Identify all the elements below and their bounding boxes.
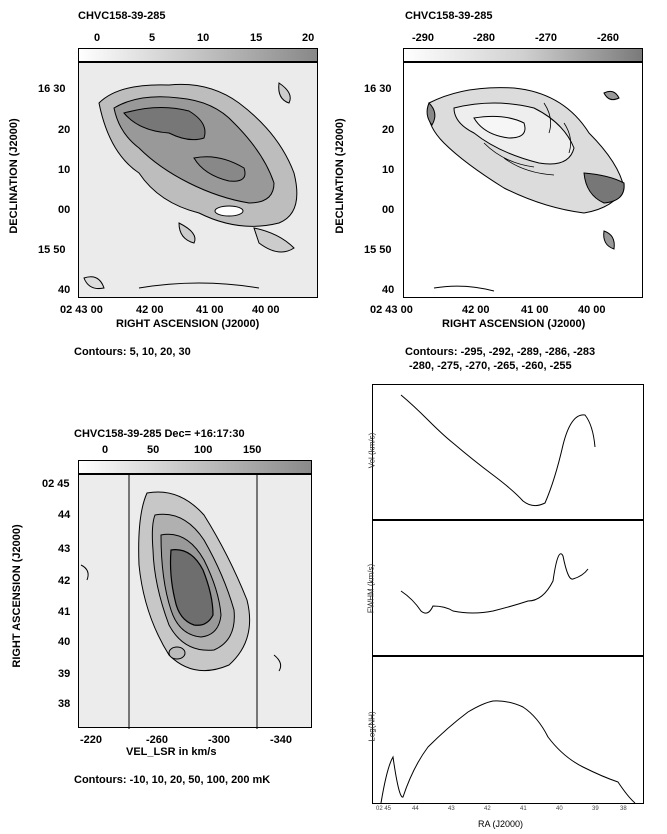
top-right-ylabel: DECLINATION (J2000)	[334, 118, 346, 234]
top-left-ytick: 10	[58, 164, 71, 176]
top-left-ylabel: DECLINATION (J2000)	[8, 118, 20, 234]
top-right-xtick: 42 00	[462, 304, 490, 316]
top-right-cbar-tick: -260	[597, 32, 620, 44]
ra-xtick: 02 45	[376, 806, 392, 812]
top-left-xtick: 41 00	[196, 304, 224, 316]
bottom-left-xtick: -340	[270, 734, 293, 746]
top-right-colorbar	[403, 48, 643, 62]
bottom-left-cbar-tick: 100	[194, 444, 213, 456]
bottom-left-ytick: 38	[58, 698, 71, 710]
bottom-left-colorbar	[78, 460, 312, 474]
bottom-left-contours: Contours: -10, 10, 20, 50, 100, 200 mK	[74, 774, 271, 786]
top-left-title: CHVC158-39-285	[78, 10, 166, 22]
bottom-left-cbar-tick: 50	[147, 444, 160, 456]
top-right-cbar-tick: -290	[412, 32, 435, 44]
bottom-left-xtick: -220	[80, 734, 103, 746]
top-right-map	[403, 62, 643, 298]
top-left-cbar-tick: 0	[94, 32, 101, 44]
top-right-cbar-tick: -280	[473, 32, 496, 44]
top-right-title: CHVC158-39-285	[405, 10, 493, 22]
top-left-cbar-tick: 20	[302, 32, 315, 44]
top-right-ytick: 40	[382, 284, 395, 296]
top-left-ytick: 15 50	[38, 244, 66, 256]
bottom-left-xtick: -260	[146, 734, 169, 746]
bottom-left-xtick: -300	[208, 734, 231, 746]
bottom-left-pv-diagram	[80, 475, 282, 729]
top-left-colorbar	[78, 48, 318, 62]
nh-profile-panel	[372, 656, 644, 804]
top-right-ytick: 15 50	[364, 244, 392, 256]
vel-profile-panel	[372, 384, 644, 520]
top-left-xtick: 02 43 00	[60, 304, 103, 316]
top-left-ytick: 16 30	[38, 83, 66, 95]
fwhm-profile-plot	[400, 553, 589, 614]
top-left-map	[78, 62, 318, 298]
bottom-left-ytick: 42	[58, 575, 71, 587]
vel-ylabel: Vel (km/s)	[367, 432, 377, 469]
top-left-contours: Contours: 5, 10, 20, 30	[74, 346, 191, 358]
top-right-cbar-tick: -270	[535, 32, 558, 44]
bottom-left-ytick: 40	[58, 636, 71, 648]
nh-profile-plot	[380, 700, 636, 804]
top-right-xlabel: RIGHT ASCENSION (J2000)	[442, 318, 586, 330]
top-left-cbar-tick: 5	[149, 32, 156, 44]
top-right-ytick: 16 30	[364, 83, 392, 95]
top-right-xtick: 41 00	[521, 304, 549, 316]
top-right-contours-line2: -280, -275, -270, -265, -260, -255	[409, 360, 572, 372]
ra-xtick: 41	[520, 806, 527, 812]
ra-xtick: 40	[556, 806, 563, 812]
bottom-left-ytick: 41	[58, 606, 71, 618]
top-right-ytick: 20	[382, 124, 395, 136]
fwhm-profile-panel	[372, 520, 644, 656]
bottom-left-ytick: 02 45	[42, 478, 70, 490]
nh-ylabel: Log(NH)	[367, 711, 377, 742]
top-left-cbar-tick: 15	[250, 32, 263, 44]
ra-xtick: 43	[448, 806, 455, 812]
top-right-velocity-map	[426, 87, 625, 292]
bottom-left-ytick: 43	[58, 543, 71, 555]
bottom-left-xlabel: VEL_LSR in km/s	[126, 746, 217, 758]
ra-xtick: 39	[592, 806, 599, 812]
ra-xtick: 42	[484, 806, 491, 812]
top-right-xtick: 02 43 00	[370, 304, 413, 316]
fwhm-ylabel: FWHM (km/s)	[366, 563, 376, 614]
top-right-contours-line1: Contours: -295, -292, -289, -286, -283	[405, 346, 596, 358]
top-left-xlabel: RIGHT ASCENSION (J2000)	[116, 318, 260, 330]
top-right-xtick: 40 00	[578, 304, 606, 316]
top-left-ytick: 00	[58, 204, 71, 216]
bottom-left-ytick: 39	[58, 668, 71, 680]
top-left-xtick: 40 00	[252, 304, 280, 316]
bottom-left-map	[78, 474, 312, 729]
top-left-xtick: 42 00	[136, 304, 164, 316]
top-left-ytick: 20	[58, 124, 71, 136]
top-left-contour-map	[83, 82, 298, 289]
top-right-ytick: 00	[382, 204, 395, 216]
ra-xtick: 44	[412, 806, 419, 812]
bottom-left-title: CHVC158-39-285 Dec= +16:17:30	[74, 428, 245, 440]
bottom-left-ylabel: RIGHT ASCENSION (J2000)	[11, 524, 23, 668]
top-right-ytick: 10	[382, 164, 395, 176]
bottom-left-cbar-tick: 150	[243, 444, 262, 456]
top-left-cbar-tick: 10	[197, 32, 210, 44]
bottom-left-ytick: 44	[58, 509, 71, 521]
vel-profile-plot	[400, 394, 596, 507]
ra-xtick: 38	[620, 806, 627, 812]
top-left-ytick: 40	[58, 284, 71, 296]
ra-xlabel: RA (J2000)	[478, 819, 524, 829]
bottom-left-cbar-tick: 0	[102, 444, 109, 456]
